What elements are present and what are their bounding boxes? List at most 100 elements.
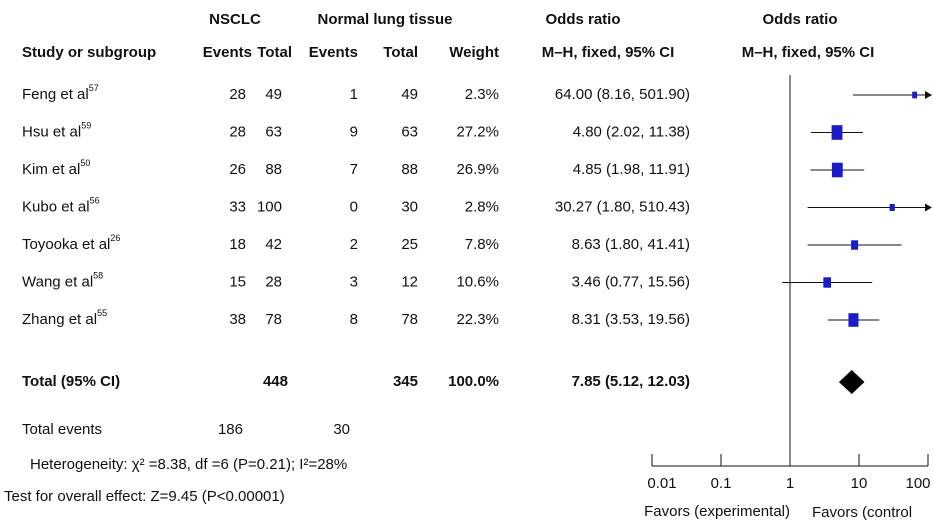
cell-events1: 38 — [229, 311, 246, 328]
study-name-text: Kubo et al — [22, 198, 90, 215]
cell-events2: 7 — [350, 161, 358, 178]
cell-weight: 22.3% — [456, 311, 499, 328]
total-name: Total (95% CI) — [22, 373, 120, 390]
study-ref: 59 — [81, 121, 91, 131]
cell-events1: 28 — [229, 86, 246, 103]
total-events1: 186 — [218, 421, 243, 438]
x-label-left: Favors (experimental) — [644, 503, 790, 520]
column-header: M–H, fixed, 95% CI — [742, 44, 875, 61]
cell-ci: 8.31 (3.53, 19.56) — [572, 311, 690, 328]
overall-effect: Test for overall effect: Z=9.45 (P<0.000… — [4, 488, 285, 505]
total-events-name: Total events — [22, 421, 102, 438]
cell-weight: 10.6% — [456, 273, 499, 290]
column-header: Study or subgroup — [22, 44, 156, 61]
cell-weight: 7.8% — [465, 236, 499, 253]
cell-events1: 33 — [229, 198, 246, 215]
cell-events2: 3 — [350, 273, 358, 290]
total-ci: 7.85 (5.12, 12.03) — [572, 373, 690, 390]
cell-weight: 27.2% — [456, 123, 499, 140]
study-ref: 55 — [97, 308, 107, 318]
study-box — [823, 277, 832, 288]
study-box — [851, 240, 859, 250]
study-name-text: Zhang et al — [22, 311, 97, 328]
cell-events2: 8 — [350, 311, 358, 328]
cell-ci: 8.63 (1.80, 41.41) — [572, 236, 690, 253]
x-tick-label: 10 — [851, 475, 868, 492]
study-name: Toyooka et al26 — [22, 233, 120, 253]
study-ref: 56 — [90, 196, 100, 206]
total-total2: 345 — [393, 373, 418, 390]
group-header: Odds ratio — [545, 11, 620, 28]
cell-total2: 25 — [401, 236, 418, 253]
cell-total2: 63 — [401, 123, 418, 140]
cell-total2: 12 — [401, 273, 418, 290]
study-name-text: Kim et al — [22, 161, 80, 178]
column-header: Events — [203, 44, 252, 61]
column-header: Total — [257, 44, 292, 61]
study-box — [889, 204, 895, 211]
cell-total2: 49 — [401, 86, 418, 103]
x-tick-label: 0.1 — [711, 475, 732, 492]
cell-events2: 0 — [350, 198, 358, 215]
study-box — [848, 313, 859, 327]
cell-ci: 4.85 (1.98, 11.91) — [573, 161, 690, 178]
cell-total1: 88 — [265, 161, 282, 178]
study-name-text: Feng et al — [22, 86, 89, 103]
column-header: Total — [383, 44, 418, 61]
total-weight: 100.0% — [448, 373, 499, 390]
group-header: Normal lung tissue — [317, 11, 452, 28]
cell-total1: 78 — [265, 311, 282, 328]
study-ref: 58 — [93, 271, 103, 281]
arrow-head — [925, 203, 932, 212]
study-name: Hsu et al59 — [22, 121, 91, 141]
study-name-text: Hsu et al — [22, 123, 81, 140]
cell-ci: 64.00 (8.16, 501.90) — [555, 86, 690, 103]
study-name-text: Wang et al — [22, 273, 93, 290]
cell-ci: 3.46 (0.77, 15.56) — [572, 273, 690, 290]
group-header: Odds ratio — [762, 11, 837, 28]
study-name: Kubo et al56 — [22, 196, 100, 216]
cell-events2: 1 — [350, 86, 358, 103]
study-name-text: Toyooka et al — [22, 236, 110, 253]
study-ref: 26 — [110, 233, 120, 243]
arrow-head — [925, 91, 932, 99]
cell-total1: 100 — [257, 198, 282, 215]
study-box — [831, 162, 843, 178]
cell-total1: 63 — [265, 123, 282, 140]
cell-weight: 26.9% — [456, 161, 499, 178]
cell-total2: 30 — [401, 198, 418, 215]
cell-weight: 2.8% — [465, 198, 499, 215]
cell-events1: 26 — [229, 161, 246, 178]
x-tick-label: 100 — [905, 475, 930, 492]
cell-events1: 15 — [229, 273, 246, 290]
group-header: NSCLC — [209, 11, 261, 28]
cell-total2: 88 — [401, 161, 418, 178]
study-ref: 57 — [89, 83, 99, 93]
study-box — [831, 125, 843, 140]
cell-total1: 42 — [265, 236, 282, 253]
study-name: Feng et al57 — [22, 83, 99, 103]
study-name: Wang et al58 — [22, 271, 103, 291]
x-tick-label: 0.01 — [647, 475, 676, 492]
x-label-right: Favors (control — [812, 504, 912, 521]
column-header: Weight — [449, 44, 499, 61]
pooled-diamond — [838, 370, 865, 394]
total-events2: 30 — [333, 421, 350, 438]
cell-events1: 28 — [229, 123, 246, 140]
cell-total1: 49 — [265, 86, 282, 103]
study-box — [912, 91, 918, 99]
study-name: Zhang et al55 — [22, 308, 107, 328]
cell-events2: 2 — [350, 236, 358, 253]
total-total1: 448 — [263, 373, 288, 390]
cell-ci: 4.80 (2.02, 11.38) — [573, 123, 690, 140]
cell-total2: 78 — [401, 311, 418, 328]
column-header: Events — [309, 44, 358, 61]
study-ref: 50 — [80, 158, 90, 168]
column-header: M–H, fixed, 95% CI — [542, 44, 675, 61]
cell-ci: 30.27 (1.80, 510.43) — [555, 198, 690, 215]
cell-total1: 28 — [265, 273, 282, 290]
heterogeneity: Heterogeneity: χ² =8.38, df =6 (P=0.21);… — [30, 456, 347, 473]
x-tick-label: 1 — [786, 475, 794, 492]
cell-events1: 18 — [229, 236, 246, 253]
